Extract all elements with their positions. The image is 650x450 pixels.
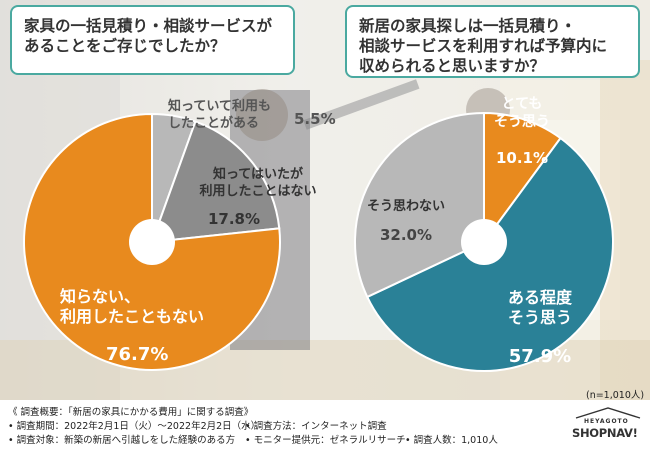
pie2-slice-3	[354, 111, 485, 299]
pie1-label-2: 知ってはいたが利用したことはない	[199, 166, 316, 199]
pie1-value-2: 17.8%	[208, 210, 260, 228]
pie2-value-3: 32.0%	[380, 226, 432, 244]
footer-overview: 《 調査概要：「新居の家具にかかる費用」に関する調査》	[8, 407, 254, 418]
footer-target: • 調査対象：新築の新居へ引越しをした経験のある方	[8, 435, 236, 446]
question-right-line-1: 新居の家具探しは一括見積り・	[359, 17, 577, 35]
pie1-label-3: 知らない、利用したこともない	[60, 287, 204, 326]
pie1-value-1: 5.5%	[294, 110, 336, 128]
pie2-slice-1	[483, 111, 562, 246]
survey-footer: 《 調査概要：「新居の家具にかかる費用」に関する調査》 • 調査期間：2022年…	[0, 401, 650, 450]
brand-logo: HEYAGOTO SHOPNAV!	[570, 406, 646, 446]
footer-count: • 調査人数：1,010人	[405, 435, 498, 446]
pie-chart-2: とてもそう思う 10.1% ある程度そう思う 57.9% そう思わない 32.0%	[354, 96, 614, 372]
pie2-label-1: とてもそう思う	[494, 96, 550, 130]
pie2-label-2: ある程度そう思う	[508, 288, 573, 327]
pie2-value-2: 57.9%	[509, 346, 571, 367]
footer-provider: • モニター提供元：ゼネラルリサーチ	[245, 435, 406, 446]
pie2-center-hole	[461, 219, 507, 265]
question-right-line-3: 収められると思いますか？	[359, 57, 546, 75]
pie-charts: 知っていて利用もしたことがある 5.5% 知ってはいたが利用したことはない 17.8%…	[23, 96, 614, 372]
question-box-left: 家具の一括見積り・相談サービスが あることをご存じでしたか？	[10, 5, 295, 75]
pie2-value-1: 10.1%	[496, 149, 548, 167]
sample-size-note: (n=1,010人)	[586, 390, 645, 401]
pie1-label-1: 知っていて利用もしたことがある	[168, 98, 271, 131]
question-left-line-2: あることをご存じでしたか？	[24, 37, 226, 55]
pie1-center-hole	[129, 219, 175, 265]
pie1-value-3: 76.7%	[106, 344, 168, 365]
footer-method: • 調査方法：インターネット調査	[245, 421, 387, 432]
pie-chart-1: 知っていて利用もしたことがある 5.5% 知ってはいたが利用したことはない 17.8%…	[23, 98, 336, 371]
question-box-right: 新居の家具探しは一括見積り・ 相談サービスを利用すれば予算内に 収められると思い…	[345, 5, 640, 78]
question-left-line-1: 家具の一括見積り・相談サービスが	[24, 17, 273, 35]
pie2-label-3: そう思わない	[367, 199, 445, 214]
logo-main-text: SHOPNAV!	[572, 426, 638, 440]
pie1-slice-2	[150, 120, 281, 244]
footer-period: • 調査期間：2022年2月1日（火）〜2022年2月2日（水）	[8, 421, 261, 432]
logo-top-text: HEYAGOTO	[584, 418, 629, 425]
question-right-line-2: 相談サービスを利用すれば予算内に	[359, 37, 608, 55]
house-roof-icon	[575, 407, 641, 419]
